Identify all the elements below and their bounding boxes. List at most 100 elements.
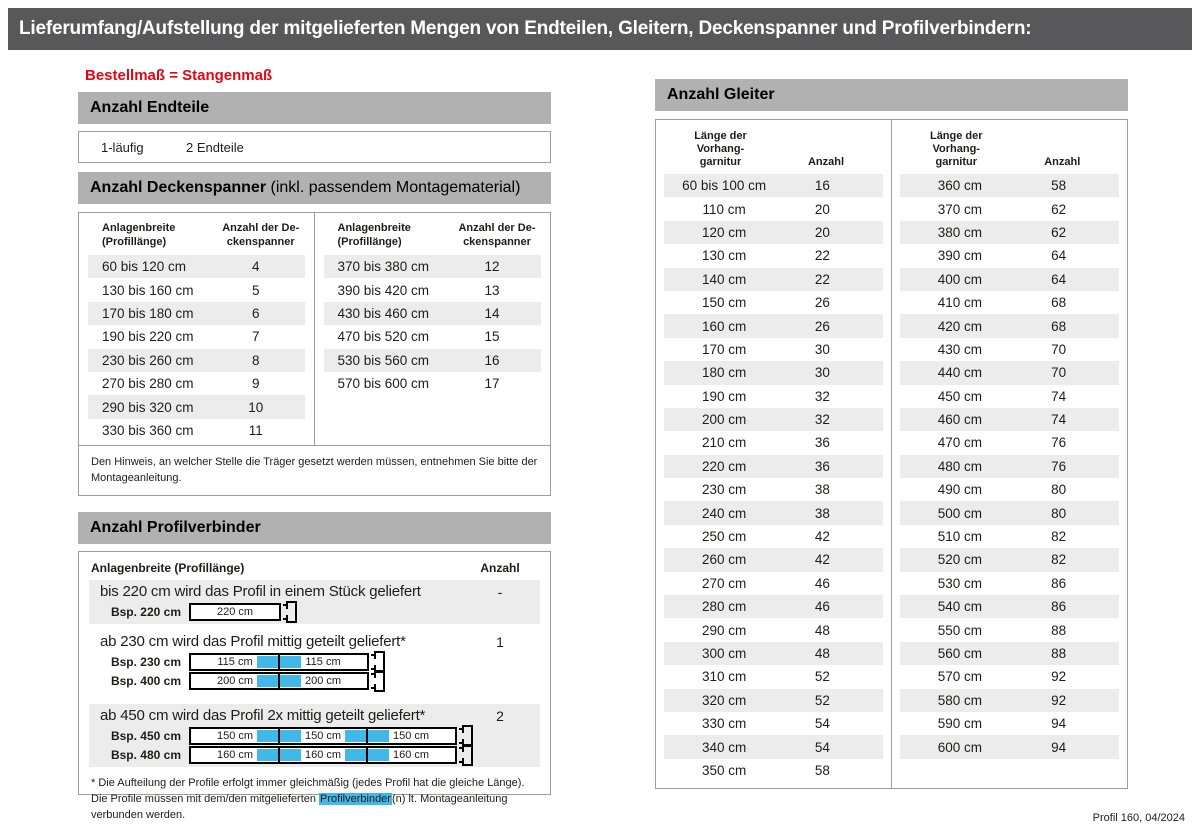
deckenspanner-row: 390 bis 420 cm 13 [324,278,542,301]
group-anzahl: 1 [496,634,504,651]
gleiter-row: 350 cm 58 [664,759,883,782]
segment-divider [278,745,280,764]
row-label: 390 cm [937,248,982,264]
deckenspanner-row: 570 bis 600 cm 17 [324,372,542,395]
group-heading: ab 450 cm wird das Profil 2x mittig gete… [100,707,426,725]
gleiter-table-left: Länge der Vorhang- garnitur Anzahl 60 bi… [656,120,892,788]
segment-length-label: 115 cm [305,655,341,668]
deckenspanner-table-left-header: Anlagenbreite (Profillänge) Anzahl der D… [79,213,314,255]
gleiter-row: 320 cm 52 [664,688,883,712]
gleiter-row: 280 cm 46 [664,595,883,619]
gleiter-row: 130 cm 22 [664,244,883,267]
gleiter-row: 340 cm 54 [664,735,883,759]
row-value: 70 [1051,365,1067,381]
row-value: 80 [1051,482,1067,498]
row-value: 92 [1051,669,1067,685]
profilverbinder-column-headers: Anlagenbreite (Profillänge) Anzahl [79,552,550,580]
row-value: 68 [1051,295,1067,311]
row-label: 230 bis 260 cm [102,352,194,368]
row-label: 540 cm [937,599,982,615]
row-value: 64 [1051,248,1067,264]
gleiter-row: 480 cm 76 [899,454,1119,479]
profile-end-piece-icon [283,600,298,624]
segment-divider [278,726,280,745]
gleiter-row: 550 cm 88 [900,618,1120,641]
group-anzahl: 2 [496,708,504,725]
row-value: 68 [1051,318,1067,334]
gleiter-row: 540 cm 86 [899,595,1119,619]
row-value: 36 [814,435,830,451]
row-label: 120 cm [701,224,747,240]
row-value: 94 [1051,739,1067,755]
row-value: 4 [252,259,260,275]
order-size-note: Bestellmaß = Stangenmaß [85,67,273,84]
row-label: 370 bis 380 cm [337,259,430,275]
row-value: 88 [1051,646,1067,661]
row-label: 330 bis 360 cm [102,422,194,438]
deckenspanner-row: 430 bis 460 cm 14 [323,301,541,326]
deckenspanner-row: 190 bis 220 cm 7 [88,325,305,348]
gleiter-row: 510 cm 82 [900,525,1120,548]
row-label: 240 cm [701,505,747,521]
row-value: 14 [484,305,500,321]
row-label: 290 cm [701,622,747,638]
column-header-anzahl: Anzahl [1044,156,1081,168]
column-header-anlagenbreite: Anlagenbreite (Profillänge) [337,222,411,248]
row-label: 130 bis 160 cm [102,282,194,298]
gleiter-row: 170 cm 30 [664,338,883,361]
row-label: 140 cm [701,271,747,287]
row-label: 380 cm [937,224,982,240]
segment-length-label: 160 cm [392,748,430,761]
gleiter-row: 380 cm 62 [899,220,1119,245]
row-value: 13 [484,282,500,298]
gleiter-row: 560 cm 88 [899,641,1119,666]
row-label: 340 cm [701,739,747,755]
gleiter-row: 60 bis 100 cm 16 [664,174,883,198]
row-value: 9 [252,376,260,392]
gleiter-row: 570 cm 92 [900,665,1120,688]
gleiter-table-right-header: Länge der Vorhang- garnitur Anzahl [892,120,1128,174]
document-version: Profil 160, 04/2024 [1092,812,1185,824]
section-endteile-header: Anzahl Endteile [78,92,551,124]
deckenspanner-row: 60 bis 120 cm 4 [88,255,305,279]
gleiter-table-right: Länge der Vorhang- garnitur Anzahl 360 c… [892,120,1128,788]
gleiter-row: 110 cm 20 [664,197,883,220]
gleiter-table-left-header: Länge der Vorhang- garnitur Anzahl [656,120,891,174]
left-column: Bestellmaß = Stangenmaß Anzahl Endteile … [78,60,551,821]
profile-bar: 150 cm 150 cm 150 cm [189,726,457,745]
row-label: 520 cm [937,552,982,568]
deckenspanner-row: 470 bis 520 cm 15 [324,325,542,348]
segment-length-label: 150 cm [216,729,254,742]
deckenspanner-title: Anzahl Deckenspanner [90,179,267,196]
group-heading-row: bis 220 cm wird das Profil in einem Stüc… [89,582,540,602]
profilverbinder-group: bis 220 cm wird das Profil in einem Stüc… [89,580,540,625]
deckenspanner-row: 330 bis 360 cm 11 [88,419,305,442]
row-value: 6 [252,305,260,321]
row-label: 200 cm [701,412,747,428]
gleiter-row: 360 cm 58 [899,174,1119,198]
deckenspanner-row: 230 bis 260 cm 8 [88,348,305,372]
row-label: 290 bis 320 cm [102,399,194,415]
gleiter-row: 390 cm 64 [900,244,1120,267]
row-label: 410 cm [937,295,982,311]
row-label: 270 bis 280 cm [102,376,194,392]
row-value: 92 [1051,692,1067,708]
gleiter-row: 330 cm 54 [664,712,883,735]
gleiter-row: 220 cm 36 [664,454,883,479]
example-label: Bsp. 450 cm [110,728,181,743]
row-label: 510 cm [937,529,982,545]
column-header-anzahl: Anzahl [807,156,845,168]
group-heading: bis 220 cm wird das Profil in einem Stüc… [100,583,421,601]
row-value: 11 [248,422,263,438]
row-label: 480 cm [937,458,982,474]
profile-end-piece-icon [459,743,474,767]
deckenspanner-row: 290 bis 320 cm 10 [88,395,305,419]
row-label: 570 cm [937,669,982,685]
row-label: 440 cm [937,365,982,381]
row-label: 350 cm [701,762,747,778]
row-label: 500 cm [937,505,982,521]
row-value: 46 [814,599,830,615]
row-label: 190 bis 220 cm [102,329,194,345]
row-label: 250 cm [701,529,747,545]
